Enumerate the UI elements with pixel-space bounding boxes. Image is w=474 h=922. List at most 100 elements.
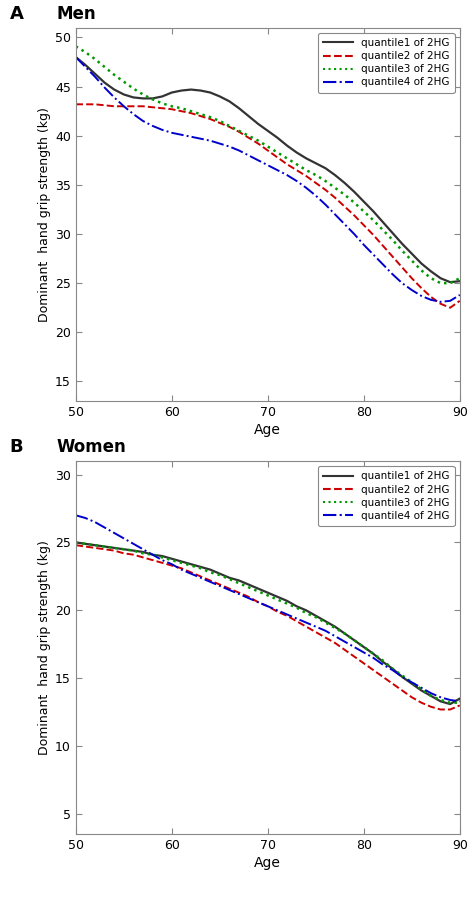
quantile3 of 2HG <box>351 197 357 208</box>
quantile4 of 2HG <box>342 219 347 230</box>
quantile3 of 2HG <box>159 552 165 563</box>
quantile2 of 2HG <box>361 657 367 668</box>
quantile3 of 2HG <box>438 694 444 705</box>
quantile4 of 2HG <box>361 647 367 658</box>
quantile4 of 2HG <box>92 516 98 527</box>
quantile2 of 2HG <box>265 601 271 612</box>
quantile2 of 2HG <box>342 201 347 212</box>
quantile3 of 2HG <box>409 677 415 688</box>
quantile3 of 2HG <box>351 634 357 645</box>
quantile2 of 2HG <box>371 230 376 241</box>
quantile1 of 2HG <box>179 556 184 567</box>
Line: quantile3 of 2HG: quantile3 of 2HG <box>76 46 460 283</box>
quantile1 of 2HG <box>111 84 117 95</box>
quantile1 of 2HG <box>323 162 328 173</box>
quantile1 of 2HG <box>274 132 280 143</box>
quantile4 of 2HG <box>380 259 386 270</box>
quantile1 of 2HG <box>438 696 444 707</box>
quantile3 of 2HG <box>303 608 309 619</box>
quantile3 of 2HG <box>313 611 319 622</box>
quantile4 of 2HG <box>371 249 376 260</box>
quantile2 of 2HG <box>169 103 175 114</box>
quantile1 of 2HG <box>111 542 117 553</box>
quantile1 of 2HG <box>400 671 405 682</box>
quantile1 of 2HG <box>332 621 338 632</box>
quantile2 of 2HG <box>419 697 424 708</box>
quantile4 of 2HG <box>284 170 290 181</box>
quantile1 of 2HG <box>457 693 463 704</box>
quantile2 of 2HG <box>371 665 376 676</box>
Legend: quantile1 of 2HG, quantile2 of 2HG, quantile3 of 2HG, quantile4 of 2HG: quantile1 of 2HG, quantile2 of 2HG, quan… <box>318 467 455 526</box>
quantile4 of 2HG <box>428 294 434 305</box>
quantile3 of 2HG <box>111 542 117 553</box>
quantile4 of 2HG <box>159 124 165 136</box>
quantile4 of 2HG <box>140 115 146 126</box>
quantile4 of 2HG <box>236 145 242 156</box>
quantile4 of 2HG <box>121 100 127 112</box>
quantile1 of 2HG <box>131 545 137 556</box>
quantile3 of 2HG <box>102 541 108 552</box>
quantile4 of 2HG <box>92 71 98 82</box>
quantile1 of 2HG <box>351 186 357 197</box>
quantile3 of 2HG <box>111 69 117 80</box>
quantile3 of 2HG <box>265 141 271 152</box>
quantile2 of 2HG <box>303 171 309 182</box>
quantile4 of 2HG <box>294 175 300 186</box>
quantile2 of 2HG <box>92 99 98 110</box>
quantile3 of 2HG <box>73 41 79 52</box>
quantile3 of 2HG <box>457 273 463 284</box>
quantile2 of 2HG <box>179 562 184 573</box>
quantile1 of 2HG <box>73 52 79 63</box>
quantile1 of 2HG <box>371 206 376 217</box>
quantile4 of 2HG <box>400 278 405 289</box>
quantile3 of 2HG <box>361 206 367 217</box>
quantile1 of 2HG <box>188 559 194 570</box>
quantile1 of 2HG <box>428 691 434 702</box>
quantile4 of 2HG <box>131 538 137 550</box>
quantile2 of 2HG <box>400 685 405 696</box>
quantile3 of 2HG <box>169 555 175 566</box>
quantile2 of 2HG <box>351 210 357 221</box>
quantile4 of 2HG <box>447 295 453 306</box>
quantile3 of 2HG <box>121 544 127 555</box>
quantile2 of 2HG <box>274 606 280 617</box>
quantile3 of 2HG <box>236 578 242 589</box>
quantile3 of 2HG <box>82 538 88 550</box>
quantile1 of 2HG <box>380 217 386 228</box>
Text: B: B <box>9 438 23 456</box>
quantile4 of 2HG <box>409 677 415 688</box>
quantile2 of 2HG <box>255 138 261 149</box>
quantile4 of 2HG <box>150 121 155 132</box>
quantile1 of 2HG <box>102 541 108 552</box>
quantile3 of 2HG <box>102 62 108 73</box>
quantile3 of 2HG <box>265 590 271 601</box>
quantile2 of 2HG <box>447 302 453 313</box>
quantile4 of 2HG <box>380 659 386 670</box>
quantile4 of 2HG <box>255 155 261 166</box>
Line: quantile1 of 2HG: quantile1 of 2HG <box>76 542 460 704</box>
quantile1 of 2HG <box>284 596 290 607</box>
quantile3 of 2HG <box>380 225 386 236</box>
quantile3 of 2HG <box>255 585 261 597</box>
quantile2 of 2HG <box>102 100 108 111</box>
quantile2 of 2HG <box>188 108 194 119</box>
quantile2 of 2HG <box>361 219 367 230</box>
quantile3 of 2HG <box>179 102 184 113</box>
quantile1 of 2HG <box>121 544 127 555</box>
quantile4 of 2HG <box>246 593 252 604</box>
quantile1 of 2HG <box>255 118 261 129</box>
quantile3 of 2HG <box>371 648 376 659</box>
quantile3 of 2HG <box>82 47 88 58</box>
quantile4 of 2HG <box>188 131 194 142</box>
quantile2 of 2HG <box>159 557 165 568</box>
quantile2 of 2HG <box>198 111 203 122</box>
quantile1 of 2HG <box>150 93 155 104</box>
quantile2 of 2HG <box>198 571 203 582</box>
quantile4 of 2HG <box>409 285 415 296</box>
quantile3 of 2HG <box>198 562 203 573</box>
quantile3 of 2HG <box>294 159 300 170</box>
quantile3 of 2HG <box>342 189 347 200</box>
quantile2 of 2HG <box>159 102 165 113</box>
quantile3 of 2HG <box>73 537 79 548</box>
quantile1 of 2HG <box>313 158 319 169</box>
